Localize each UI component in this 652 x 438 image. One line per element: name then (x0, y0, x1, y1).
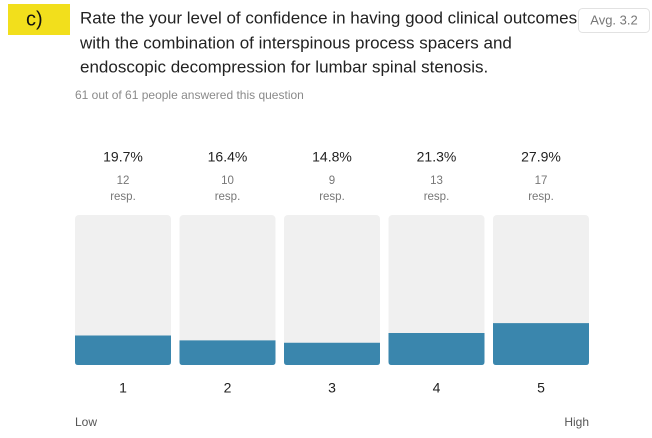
x-tick-label: 4 (433, 380, 441, 396)
value-label: 27.9% (521, 149, 561, 165)
scale-high: High (564, 415, 589, 429)
response-unit: resp. (319, 191, 345, 203)
scale-low: Low (75, 415, 97, 429)
bar (179, 340, 276, 365)
x-tick-label: 3 (328, 380, 336, 396)
bar (75, 335, 171, 365)
bar-track (388, 215, 485, 365)
response-unit: resp. (424, 191, 450, 203)
title-line: endoscopic decompression for lumbar spin… (80, 57, 488, 76)
response-count: 10 (221, 175, 234, 187)
bar (388, 333, 485, 365)
bar-track (75, 215, 171, 365)
x-tick-label: 1 (119, 380, 127, 396)
response-count: 12 (117, 175, 130, 187)
panel-label: c) (26, 8, 43, 30)
bar (284, 342, 380, 365)
bar (493, 323, 589, 365)
response-unit: resp. (215, 191, 241, 203)
panel-label-bg (8, 4, 70, 35)
value-label: 14.8% (312, 149, 352, 165)
response-unit: resp. (528, 191, 554, 203)
value-label: 19.7% (103, 149, 143, 165)
title-line: with the combination of interspinous pro… (79, 33, 512, 52)
response-count: 17 (535, 175, 548, 187)
x-tick-label: 5 (537, 380, 545, 396)
average-badge (578, 8, 650, 33)
bar-track (284, 215, 380, 365)
value-label: 21.3% (417, 149, 457, 165)
response-count: 9 (329, 175, 335, 187)
value-label: 16.4% (208, 149, 248, 165)
subtitle: 61 out of 61 people answered this questi… (75, 88, 304, 102)
bar-track (179, 215, 276, 365)
average-label: Avg. 3.2 (590, 12, 637, 27)
response-unit: resp. (110, 191, 136, 203)
title-line: Rate the your level of confidence in hav… (80, 8, 577, 27)
x-tick-label: 2 (224, 380, 232, 396)
response-count: 13 (430, 175, 443, 187)
